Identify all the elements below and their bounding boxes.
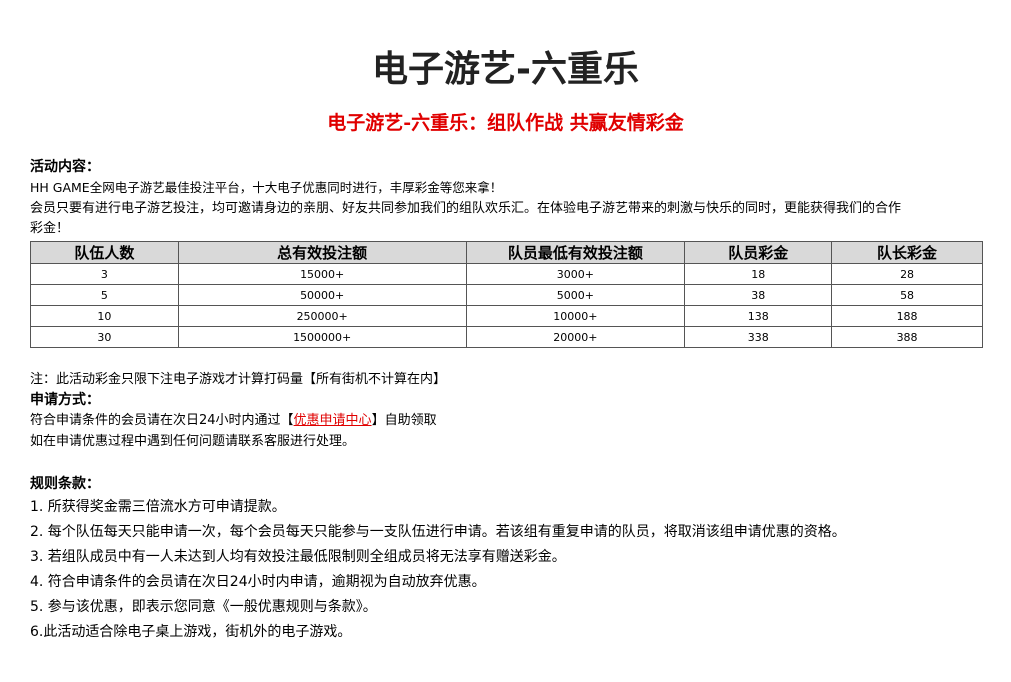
rules-heading: 规则条款： <box>30 476 100 492</box>
table-cell: 10 <box>30 305 179 327</box>
table-cell: 28 <box>831 263 983 285</box>
table-cell: 58 <box>831 284 983 306</box>
table-cell: 50000+ <box>177 284 467 306</box>
table-cell: 338 <box>684 326 833 348</box>
table-cell: 5000+ <box>465 284 686 306</box>
table-cell: 250000+ <box>177 305 467 327</box>
apply-heading: 申请方式： <box>30 392 100 408</box>
note: 注：此活动彩金只限下注电子游戏才计算打码量【所有街机不计算在内】 <box>30 372 447 387</box>
activity-heading: 活动内容： <box>30 159 100 175</box>
column-header: 队长彩金 <box>831 241 983 264</box>
column-header: 总有效投注额 <box>177 241 467 264</box>
page-title: 电子游艺-六重乐 <box>372 49 639 90</box>
activity-line-2: 会员只要有进行电子游艺投注，均可邀请身边的亲朋、好友共同参加我们的组队欢乐汇。在… <box>30 201 902 216</box>
column-header: 队员彩金 <box>684 241 833 264</box>
table-row: 5 50000+ 5000+ 38 58 <box>30 284 983 306</box>
rule-item: 3. 若组队成员中有一人未达到人均有效投注最低限制则全组成员将无法享有赠送彩金。 <box>30 549 566 565</box>
page-subtitle: 电子游艺-六重乐：组队作战 共赢友情彩金 <box>327 112 684 134</box>
table-cell: 15000+ <box>177 263 467 285</box>
apply-line-2: 如在申请优惠过程中遇到任何问题请联系客服进行处理。 <box>30 434 356 449</box>
promo-center-link[interactable]: 优惠申请中心 <box>293 413 372 428</box>
table-cell: 3 <box>30 263 179 285</box>
table-cell: 18 <box>684 263 833 285</box>
apply-line-1: 符合申请条件的会员请在次日24小时内通过【优惠申请中心】自助领取 <box>30 411 437 431</box>
column-header: 队伍人数 <box>30 241 179 264</box>
table-row: 3 15000+ 3000+ 18 28 <box>30 263 983 285</box>
table-cell: 20000+ <box>465 326 686 348</box>
rule-item: 2. 每个队伍每天只能申请一次，每个会员每天只能参与一支队伍进行申请。若该组有重… <box>30 524 846 540</box>
rule-item: 1. 所获得奖金需三倍流水方可申请提款。 <box>30 499 286 515</box>
table-cell: 388 <box>831 326 983 348</box>
table-row: 10 250000+ 10000+ 138 188 <box>30 305 983 327</box>
column-header: 队员最低有效投注额 <box>465 241 686 264</box>
rule-item: 4. 符合申请条件的会员请在次日24小时内申请，逾期视为自动放弃优惠。 <box>30 574 486 590</box>
table-cell: 3000+ <box>465 263 686 285</box>
table-row: 30 1500000+ 20000+ 338 388 <box>30 326 983 348</box>
rule-item: 6.此活动适合除电子桌上游戏，街机外的电子游戏。 <box>30 624 352 640</box>
table-cell: 10000+ <box>465 305 686 327</box>
rule-item: 5. 参与该优惠，即表示您同意《一般优惠规则与条款》。 <box>30 599 377 615</box>
table-cell: 5 <box>30 284 179 306</box>
table-cell: 38 <box>684 284 833 306</box>
table-cell: 188 <box>831 305 983 327</box>
activity-line-3: 彩金！ <box>30 221 70 236</box>
apply-text-pre: 符合申请条件的会员请在次日24小时内通过【 <box>30 413 294 428</box>
table-cell: 1500000+ <box>177 326 467 348</box>
bonus-table: 队伍人数 总有效投注额 队员最低有效投注额 队员彩金 队长彩金 3 15000+ 3000+ 1… <box>30 241 983 348</box>
activity-line-1: HH GAME全网电子游艺最佳投注平台，十大电子优惠同时进行，丰厚彩金等您来拿！ <box>30 180 503 195</box>
table-cell: 30 <box>30 326 179 348</box>
apply-text-post: 】自助领取 <box>371 413 437 428</box>
table-cell: 138 <box>684 305 833 327</box>
